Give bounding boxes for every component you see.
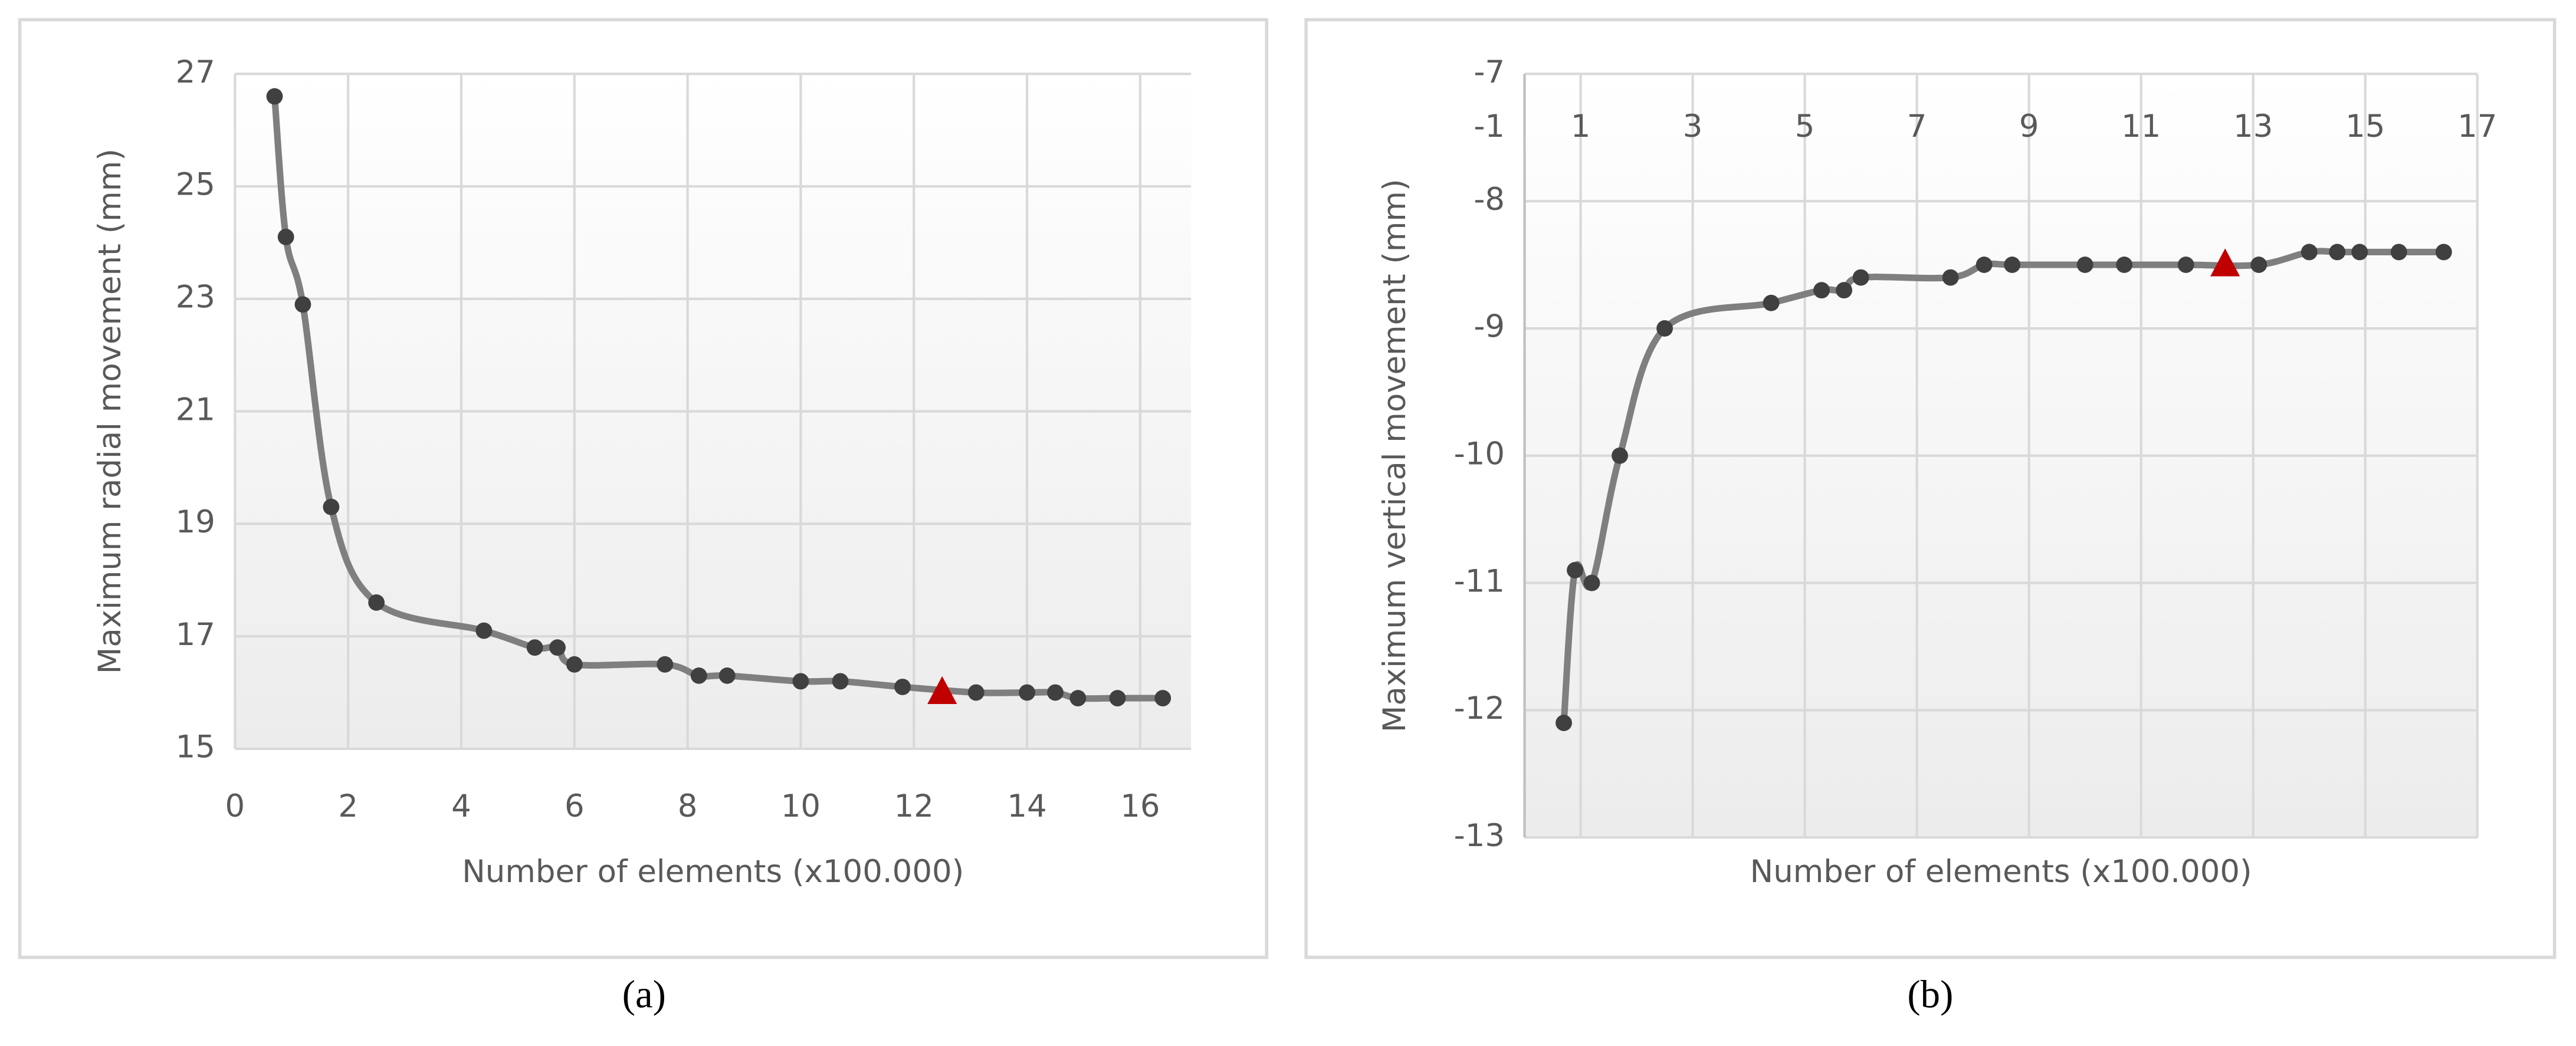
data-point	[2004, 256, 2021, 273]
data-point	[368, 594, 385, 611]
data-point	[1942, 269, 1959, 286]
axis-crossing-label: -1	[1474, 108, 1505, 144]
data-point	[1836, 282, 1853, 299]
data-point	[1852, 269, 1869, 286]
x-tick-label: 14	[1007, 788, 1046, 824]
y-tick-label: -10	[1454, 436, 1505, 472]
data-point	[2177, 256, 2194, 273]
data-point	[2390, 244, 2407, 261]
data-point	[323, 498, 340, 515]
x-tick-label: 13	[2233, 108, 2273, 144]
y-tick-label: 19	[176, 504, 215, 540]
data-point	[690, 667, 707, 684]
y-tick-label: 27	[176, 54, 215, 90]
data-point	[1656, 320, 1673, 337]
x-axis-title: Number of elements (x100.000)	[1750, 854, 2252, 890]
data-point	[2301, 244, 2318, 261]
data-point	[2076, 256, 2093, 273]
data-point	[1813, 282, 1830, 299]
x-tick-label: 12	[894, 788, 934, 824]
x-tick-label: 15	[2345, 108, 2385, 144]
data-point	[1019, 684, 1035, 701]
data-point	[832, 673, 849, 690]
y-axis-title: Maximum vertical movement (mm)	[1377, 179, 1413, 732]
data-point	[294, 296, 311, 313]
data-point	[1763, 294, 1780, 311]
y-tick-label: -11	[1454, 563, 1505, 599]
y-tick-label: 25	[176, 167, 215, 203]
caption: (b)	[1907, 973, 1953, 1017]
x-tick-label: 10	[781, 788, 821, 824]
y-tick-label: -9	[1474, 309, 1505, 345]
x-tick-label: 6	[565, 788, 585, 824]
y-tick-label: -12	[1454, 690, 1505, 726]
y-tick-label: -13	[1454, 818, 1505, 854]
x-tick-label: 9	[2019, 108, 2039, 144]
data-point	[2116, 256, 2133, 273]
data-point	[1583, 574, 1600, 591]
y-tick-label: 21	[176, 392, 215, 427]
y-tick-label: 15	[176, 729, 215, 765]
x-tick-label: 0	[225, 788, 245, 824]
data-point	[1976, 256, 1993, 273]
x-tick-label: 11	[2121, 108, 2161, 144]
x-tick-label: 2	[338, 788, 358, 824]
data-point	[2329, 244, 2346, 261]
y-tick-label: 17	[176, 617, 215, 653]
x-tick-label: 1	[1571, 108, 1591, 144]
x-tick-label: 4	[451, 788, 471, 824]
y-axis-title: Maximum radial movement (mm)	[92, 149, 128, 674]
data-point	[1567, 562, 1583, 578]
y-tick-label: -8	[1474, 182, 1505, 218]
data-point	[1109, 690, 1126, 707]
data-point	[1556, 715, 1572, 731]
data-point	[2351, 244, 2368, 261]
y-tick-label: 23	[176, 279, 215, 315]
x-axis-title: Number of elements (x100.000)	[462, 854, 964, 890]
data-point	[549, 639, 566, 656]
x-tick-label: 8	[678, 788, 698, 824]
x-tick-label: 17	[2457, 108, 2497, 144]
highlight-marker	[927, 676, 957, 705]
highlight-marker	[2210, 248, 2240, 277]
data-point	[792, 673, 809, 690]
data-point	[566, 656, 583, 673]
data-point	[657, 656, 674, 673]
data-point	[277, 229, 294, 245]
data-point	[967, 684, 985, 701]
caption: (a)	[622, 973, 666, 1017]
x-tick-label: 16	[1120, 788, 1160, 824]
data-point	[1047, 684, 1064, 701]
data-point	[526, 639, 543, 656]
x-tick-label: 5	[1795, 108, 1815, 144]
data-point	[475, 622, 493, 639]
data-point	[2435, 244, 2452, 261]
y-tick-label: -7	[1474, 54, 1505, 90]
data-point	[1069, 690, 1087, 707]
x-tick-label: 3	[1683, 108, 1703, 144]
data-point	[718, 667, 736, 684]
data-point	[1612, 447, 1628, 464]
data-point	[2250, 256, 2267, 273]
data-point	[894, 679, 911, 695]
data-point	[266, 88, 283, 105]
x-tick-label: 7	[1907, 108, 1927, 144]
data-point	[1154, 690, 1171, 707]
